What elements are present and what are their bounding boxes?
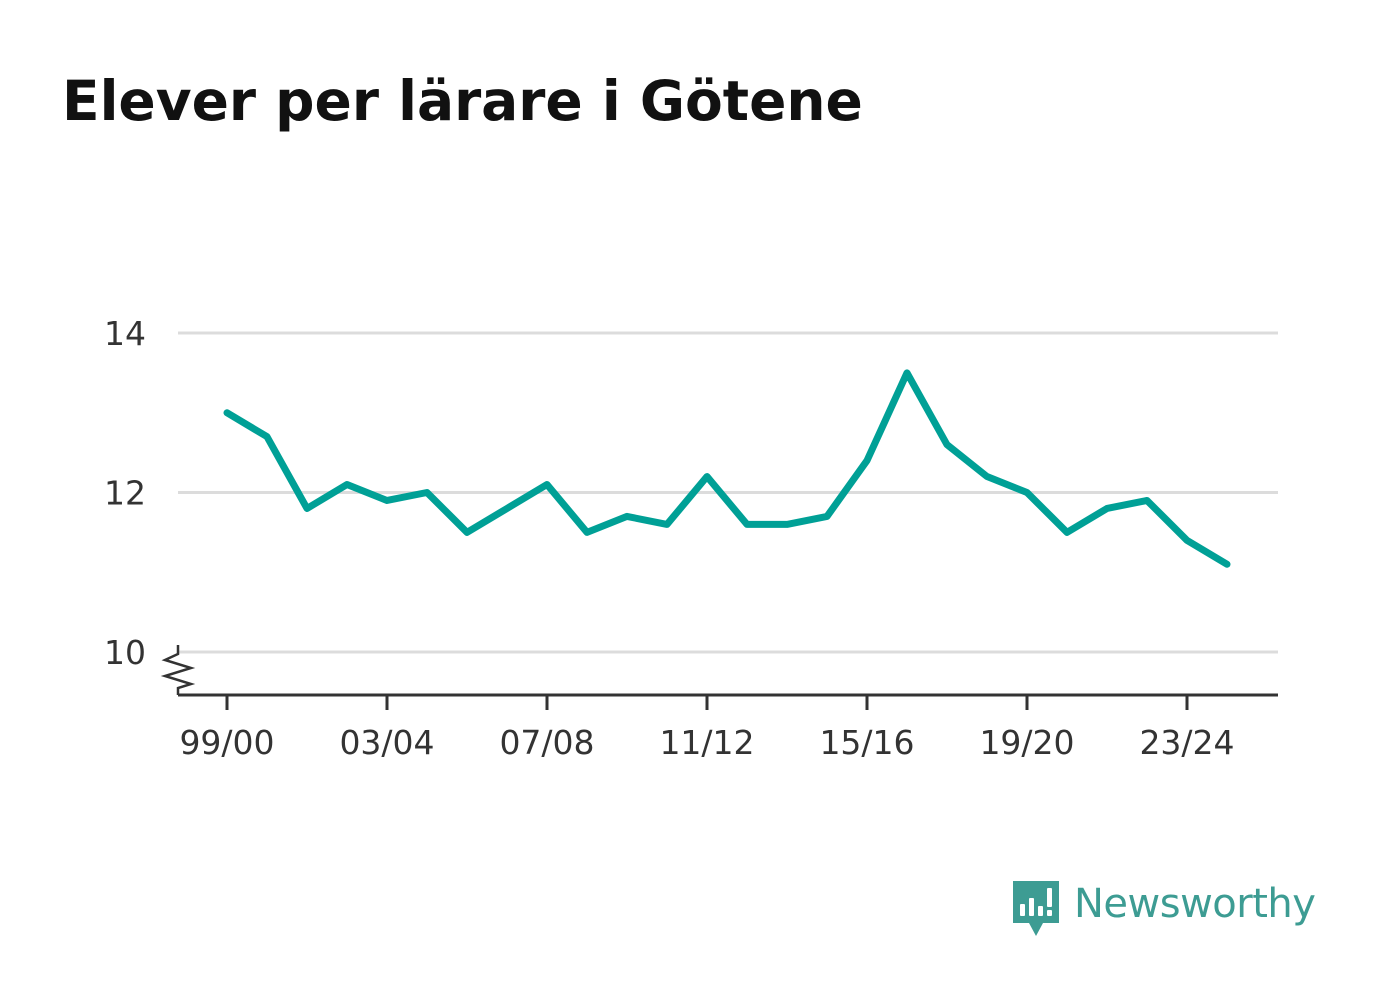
series-layer xyxy=(223,369,1231,568)
x-tick-label: 23/24 xyxy=(1139,723,1234,762)
chart-title: Elever per lärare i Götene xyxy=(62,69,863,133)
x-tick-label: 19/20 xyxy=(979,723,1074,762)
axis-break-icon xyxy=(160,645,196,695)
y-tick-label: 12 xyxy=(104,474,146,513)
y-tick-label: 10 xyxy=(104,633,146,672)
logo-text: Newsworthy xyxy=(1074,881,1316,927)
y-axis-tick-labels: 10 12 14 xyxy=(104,314,146,672)
newsworthy-logo: Newsworthy xyxy=(1010,878,1316,940)
x-tick-label: 03/04 xyxy=(339,723,434,762)
x-tick-label: 99/00 xyxy=(179,723,274,762)
x-tick-label: 07/08 xyxy=(499,723,594,762)
y-tick-label: 14 xyxy=(104,314,146,353)
series-line-0 xyxy=(223,369,1231,568)
bar-chart-speech-bubble-icon xyxy=(1013,881,1059,936)
x-tick-label: 11/12 xyxy=(659,723,754,762)
gridlines xyxy=(178,331,1278,654)
x-axis: 99/00 03/04 07/08 11/12 15/16 19/20 23/24 xyxy=(160,645,1278,762)
x-tick-label: 15/16 xyxy=(819,723,914,762)
